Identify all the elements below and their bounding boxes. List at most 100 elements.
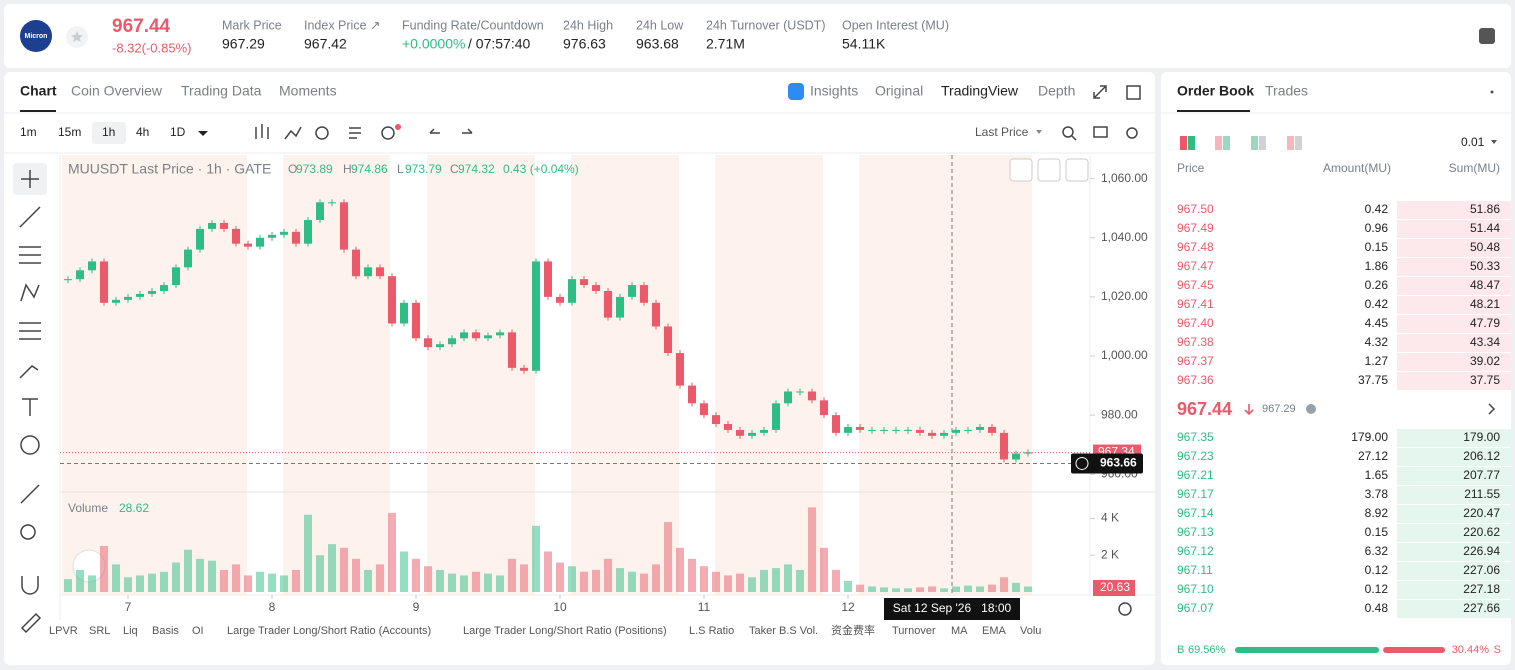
book-sum: 50.33 [1470, 259, 1500, 273]
axis-settings[interactable] [1118, 602, 1132, 616]
book-price: 967.11 [1177, 563, 1213, 577]
view-tab[interactable]: TradingView [941, 83, 1019, 99]
depth-bar [1397, 372, 1511, 390]
window-icon[interactable] [1126, 85, 1141, 100]
indicator[interactable]: Volu [1020, 625, 1041, 637]
stat-value: 967.29 [222, 36, 265, 52]
candle [64, 279, 72, 281]
candle [640, 285, 648, 303]
candle [292, 231, 300, 244]
interval[interactable]: 1h [102, 125, 115, 139]
volume-bar [952, 586, 960, 592]
book-sum: 47.79 [1470, 316, 1500, 330]
book-price: 967.12 [1177, 544, 1214, 558]
candle [172, 267, 180, 286]
candle [904, 429, 912, 431]
volume-bar [256, 571, 264, 592]
session-bands [62, 155, 1032, 595]
depth-bar [1397, 353, 1511, 371]
y-tick-label: 980.00 [1101, 407, 1138, 421]
chart-tab[interactable]: Moments [279, 83, 337, 99]
badge [395, 124, 401, 130]
chevron[interactable] [1488, 403, 1496, 415]
stat-value: 976.63 [563, 36, 606, 52]
book-sum: 206.12 [1463, 449, 1500, 463]
crosshair-time-label: Sat 12 Sep '26 18:00 [893, 601, 1012, 615]
view-tab[interactable]: Original [875, 83, 923, 99]
indicator[interactable]: SRL [89, 625, 110, 637]
chart-tab[interactable]: Coin Overview [71, 83, 163, 99]
volume-bar [232, 564, 240, 592]
indicator[interactable]: Liq [123, 625, 138, 637]
indicator[interactable]: LPVR [49, 625, 78, 637]
book-price: 967.36 [1177, 373, 1214, 387]
volume-label: Volume [68, 501, 108, 515]
candle [316, 202, 324, 221]
indicator[interactable]: Turnover [892, 625, 936, 637]
stat-label: 24h High [563, 18, 613, 32]
volume-bar [736, 573, 744, 592]
indicator[interactable]: Large Trader Long/Short Ratio (Positions… [463, 625, 667, 637]
book-view-icons[interactable] [1180, 136, 1302, 150]
volume-value: 28.62 [119, 501, 149, 515]
stat-label: Mark Price [222, 18, 282, 32]
stat-label: Funding Rate/Countdown [402, 18, 544, 32]
volume-bar [268, 573, 276, 592]
pane-buttons[interactable] [1009, 158, 1089, 182]
book-amount: 1.86 [1365, 259, 1389, 273]
toolbar-icons[interactable] [255, 124, 1138, 141]
chart-tab[interactable]: Chart [20, 83, 57, 99]
interval-active [92, 122, 126, 144]
candle [988, 426, 996, 433]
book-amount: 0.42 [1365, 202, 1389, 216]
indicator[interactable]: OI [192, 625, 204, 637]
volume-bar [760, 569, 768, 592]
stat-label: 24h Turnover (USDT) [706, 18, 825, 32]
drawing-tools[interactable] [19, 170, 42, 634]
book-tab[interactable]: Order Book [1177, 83, 1254, 99]
indicator[interactable]: Basis [152, 625, 179, 637]
x-tick-label: 10 [553, 600, 567, 614]
interval[interactable]: 4h [136, 125, 149, 139]
sell-ratio [1383, 647, 1445, 653]
volume-bar [148, 573, 156, 592]
volume-bar [724, 575, 732, 592]
stat-extra: / 07:57:40 [468, 36, 530, 52]
indicator[interactable]: MA [951, 625, 968, 637]
interval[interactable]: 15m [58, 125, 81, 139]
volume-bar [832, 569, 840, 592]
chart-tab[interactable]: Trading Data [181, 83, 262, 99]
indicator[interactable]: L.S Ratio [689, 625, 734, 637]
stat-value: 963.68 [636, 36, 679, 52]
interval[interactable]: 1D [170, 125, 186, 139]
volume-bar [316, 555, 324, 592]
candle [208, 222, 216, 229]
caret [198, 131, 208, 136]
book-sum: 179.00 [1463, 430, 1500, 444]
volume-bar [1000, 577, 1008, 592]
candle [364, 267, 372, 277]
interval[interactable]: 1m [20, 125, 37, 139]
view-tab[interactable]: Depth [1038, 83, 1075, 99]
indicator[interactable]: Taker B.S Vol. [749, 625, 818, 637]
menu-dot[interactable] [1490, 90, 1494, 94]
depth-bar [1397, 258, 1511, 276]
ohlc-value: 974.32 [458, 162, 495, 176]
book-price: 967.41 [1177, 297, 1214, 311]
volume-bar [772, 568, 780, 592]
candle [232, 228, 240, 244]
view-tab[interactable]: Insights [810, 83, 858, 99]
indicator[interactable]: 资金费率 [831, 623, 875, 637]
expand-icon[interactable] [1093, 85, 1107, 99]
y-tick-label: 1,020.00 [1101, 289, 1148, 303]
candle [460, 332, 468, 339]
stat-value: 54.11K [842, 36, 886, 52]
volume-bar [844, 580, 852, 592]
indicator[interactable]: Large Trader Long/Short Ratio (Accounts) [227, 625, 431, 637]
book-amount: 0.42 [1365, 297, 1389, 311]
volume-bar [976, 586, 984, 592]
settings-icon[interactable] [1479, 28, 1495, 44]
book-tab[interactable]: Trades [1265, 83, 1308, 99]
price-mode[interactable]: Last Price [975, 125, 1029, 139]
indicator[interactable]: EMA [982, 625, 1007, 637]
